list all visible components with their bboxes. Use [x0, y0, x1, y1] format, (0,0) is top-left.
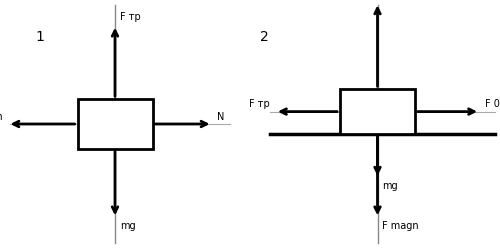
Bar [78, 99, 152, 149]
Text: F тр: F тр [249, 99, 270, 109]
Text: 2: 2 [260, 30, 269, 44]
Text: 1: 1 [35, 30, 44, 44]
Text: mg: mg [382, 181, 398, 191]
Bar [340, 89, 415, 134]
Text: F magn: F magn [0, 112, 2, 122]
Text: F magn: F magn [382, 221, 419, 231]
Text: F 0: F 0 [485, 99, 500, 109]
Text: mg: mg [120, 221, 136, 231]
Text: F тр: F тр [120, 12, 141, 22]
Text: N: N [218, 112, 225, 122]
